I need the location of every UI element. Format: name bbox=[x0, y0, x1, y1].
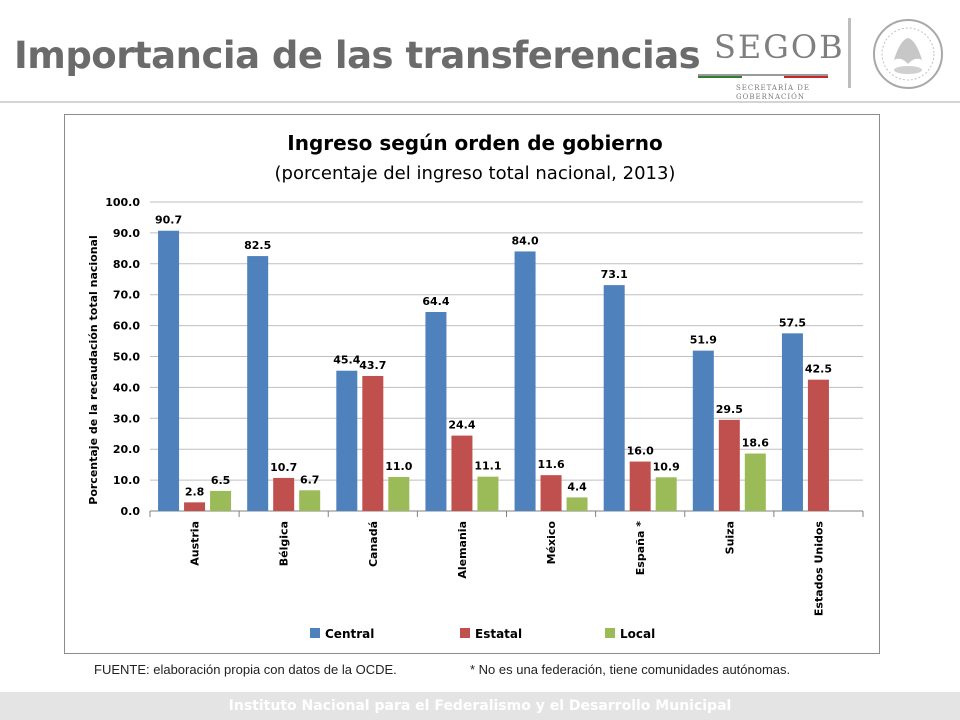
legend-swatch-central bbox=[310, 628, 320, 638]
y-tick-label: 80.0 bbox=[113, 258, 140, 271]
legend: Central Estatal Local bbox=[310, 627, 655, 641]
bar-central-1 bbox=[158, 230, 180, 511]
footer-text: Instituto Nacional para el Federalismo y… bbox=[228, 698, 732, 714]
y-axis-label: Porcentaje de la recaudación total nacio… bbox=[87, 235, 100, 504]
x-category-label: España * bbox=[634, 521, 647, 575]
legend-label: Estatal bbox=[475, 627, 522, 641]
data-label: 84.0 bbox=[511, 234, 538, 247]
bar-local-1 bbox=[210, 490, 232, 511]
y-tick-label: 100.0 bbox=[105, 196, 140, 209]
header-rule bbox=[0, 101, 960, 103]
data-label: 42.5 bbox=[805, 363, 832, 376]
legend-label: Central bbox=[325, 627, 374, 641]
data-label: 90.7 bbox=[155, 214, 182, 227]
y-tick-label: 90.0 bbox=[113, 227, 140, 240]
bar-estatal-5 bbox=[540, 475, 562, 511]
logo-divider bbox=[848, 18, 851, 88]
data-label: 57.5 bbox=[779, 316, 806, 329]
bar-chart: Ingreso según orden de gobierno (porcent… bbox=[87, 131, 864, 641]
logo-subtitle-line1: SECRETARÍA DE bbox=[736, 84, 811, 92]
bar-central-3 bbox=[336, 370, 358, 511]
y-tick-label: 20.0 bbox=[113, 443, 140, 456]
data-label: 45.4 bbox=[333, 354, 360, 367]
y-tick-label: 70.0 bbox=[113, 289, 140, 302]
bar-central-5 bbox=[514, 251, 536, 511]
y-tick-label: 30.0 bbox=[113, 412, 140, 425]
data-label: 82.5 bbox=[244, 239, 271, 252]
y-axis-ticks: 0.0 10.0 20.0 30.0 40.0 50.0 60.0 70.0 80.0 90.0 1… bbox=[105, 196, 140, 518]
chart-frame: Ingreso según orden de gobierno (porcent… bbox=[64, 114, 880, 654]
chart-subtitle: (porcentaje del ingreso total nacional, … bbox=[275, 163, 676, 184]
data-label: 24.4 bbox=[448, 419, 475, 432]
logo-rule-green bbox=[698, 76, 742, 78]
data-label: 2.8 bbox=[185, 485, 205, 498]
source-note: FUENTE: elaboración propia con datos de … bbox=[94, 662, 397, 677]
x-category-label: Suiza bbox=[723, 521, 736, 554]
bar-estatal-3 bbox=[362, 375, 384, 511]
slide-title: Importancia de las transferencias bbox=[14, 34, 701, 77]
legend-swatch-local bbox=[605, 628, 615, 638]
x-category-label: Canadá bbox=[367, 521, 380, 567]
bar-local-3 bbox=[388, 477, 410, 511]
logo-subtitle-line2: GOBERNACIÓN bbox=[736, 93, 806, 101]
bar-estatal-4 bbox=[451, 435, 473, 511]
footnote: * No es una federación, tiene comunidade… bbox=[470, 662, 791, 677]
bar-local-4 bbox=[477, 476, 499, 511]
national-seal-icon bbox=[873, 19, 943, 89]
bar-estatal-8 bbox=[807, 379, 829, 511]
x-category-label: Alemania bbox=[456, 521, 469, 579]
data-label: 73.1 bbox=[601, 268, 628, 281]
bar-local-6 bbox=[655, 477, 677, 511]
x-category-label: México bbox=[545, 521, 558, 565]
bar-estatal-1 bbox=[184, 502, 206, 511]
segob-wordmark: SEGOB bbox=[714, 28, 845, 66]
bars bbox=[158, 230, 829, 511]
data-labels: 90.7 2.8 6.5 82.5 10.76.7 45.443.7 11.0 64.4 24.… bbox=[155, 214, 832, 499]
x-category-label: Austria bbox=[189, 521, 202, 566]
bar-central-2 bbox=[247, 256, 269, 511]
bar-central-6 bbox=[603, 285, 625, 511]
data-label: 16.0 bbox=[627, 445, 654, 458]
data-label: 6.7 bbox=[300, 473, 320, 486]
bar-local-5 bbox=[566, 497, 588, 511]
bar-central-8 bbox=[781, 333, 803, 511]
logo-rule bbox=[698, 74, 828, 76]
bar-central-4 bbox=[425, 312, 447, 511]
chart-title: Ingreso según orden de gobierno bbox=[287, 131, 662, 155]
data-label: 10.7 bbox=[270, 461, 297, 474]
bar-central-7 bbox=[692, 350, 714, 511]
data-label: 6.5 bbox=[211, 474, 231, 487]
logo-rule-red bbox=[784, 76, 828, 78]
data-label: 51.9 bbox=[690, 334, 717, 347]
data-label: 64.4 bbox=[422, 295, 449, 308]
y-tick-label: 60.0 bbox=[113, 320, 140, 333]
data-label: 11.0 bbox=[385, 460, 412, 473]
data-label: 11.1 bbox=[474, 460, 501, 473]
legend-swatch-estatal bbox=[460, 628, 470, 638]
y-tick-label: 0.0 bbox=[121, 505, 141, 518]
data-label: 29.5 bbox=[716, 403, 743, 416]
bar-estatal-6 bbox=[629, 461, 651, 511]
footer-bar bbox=[0, 692, 960, 720]
y-tick-label: 40.0 bbox=[113, 381, 140, 394]
data-label: 10.9 bbox=[653, 460, 680, 473]
legend-label: Local bbox=[620, 627, 655, 641]
gridlines bbox=[150, 201, 863, 512]
data-label: 43.7 bbox=[359, 359, 386, 372]
bar-local-2 bbox=[299, 490, 321, 511]
bar-local-7 bbox=[744, 453, 766, 511]
bar-estatal-7 bbox=[718, 419, 740, 511]
y-tick-label: 50.0 bbox=[113, 351, 140, 364]
x-category-label: Bélgica bbox=[278, 521, 291, 566]
bar-estatal-2 bbox=[273, 477, 295, 511]
x-axis-ticks: Austria Bélgica Canadá Alemania México España… bbox=[149, 511, 864, 617]
y-tick-label: 10.0 bbox=[113, 474, 140, 487]
data-label: 11.6 bbox=[537, 458, 564, 471]
x-category-label: Estados Unidos bbox=[812, 521, 825, 617]
segob-logo: SEGOB SECRETARÍA DE GOBERNACIÓN bbox=[690, 14, 950, 101]
data-label: 18.6 bbox=[742, 437, 769, 450]
data-label: 4.4 bbox=[567, 480, 587, 493]
